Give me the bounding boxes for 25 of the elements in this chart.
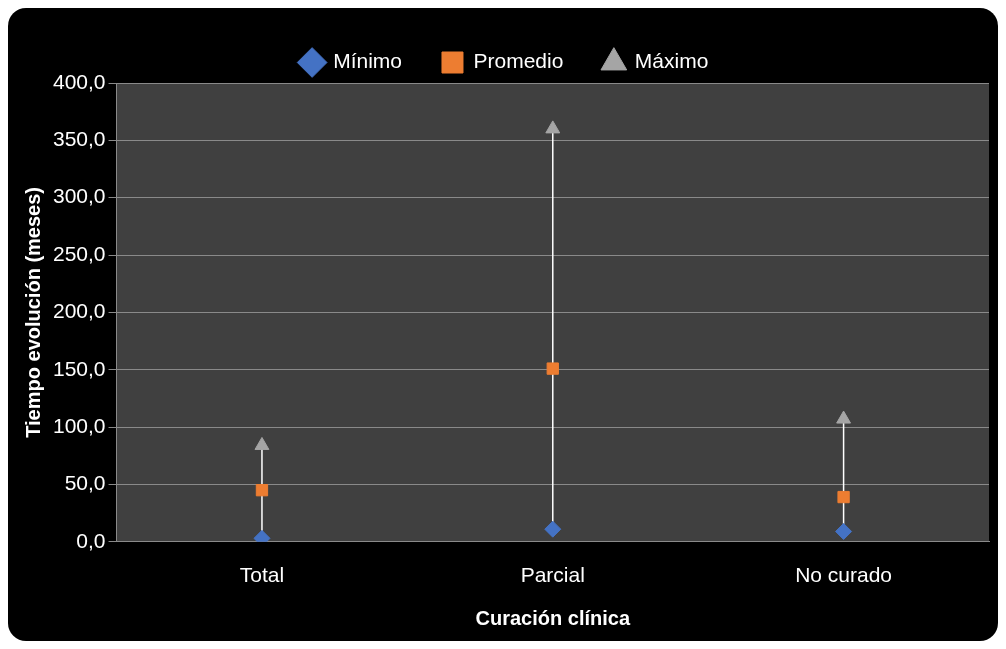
point — [836, 410, 852, 424]
y-tick-label: 400,0 — [52, 69, 106, 93]
point — [545, 120, 561, 134]
y-axis-title: Tiempo evolución (meses) — [21, 186, 44, 438]
y-tick-label: 200,0 — [52, 299, 106, 323]
y-tick-label: 50,0 — [64, 471, 106, 495]
y-tick-label: 350,0 — [52, 127, 106, 151]
x-tick-label: Parcial — [520, 563, 585, 587]
point — [835, 522, 853, 540]
y-tick-label: 0,0 — [76, 528, 106, 552]
point — [837, 490, 850, 504]
point — [254, 436, 270, 450]
legend-label: Mínimo — [333, 49, 402, 73]
y-tick-label: 250,0 — [52, 241, 106, 265]
point — [544, 520, 562, 538]
x-tick-label: No curado — [795, 563, 893, 587]
y-tick-label: 150,0 — [52, 356, 106, 380]
legend-label: Máximo — [634, 49, 709, 73]
point — [546, 362, 559, 375]
y-tick-label: 300,0 — [52, 184, 106, 208]
point — [255, 484, 269, 497]
x-tick-label: Total — [239, 563, 285, 587]
legend-label: Promedio — [473, 49, 564, 73]
y-tick-label: 100,0 — [52, 413, 106, 437]
x-axis-title: Curación clínica — [475, 606, 631, 629]
